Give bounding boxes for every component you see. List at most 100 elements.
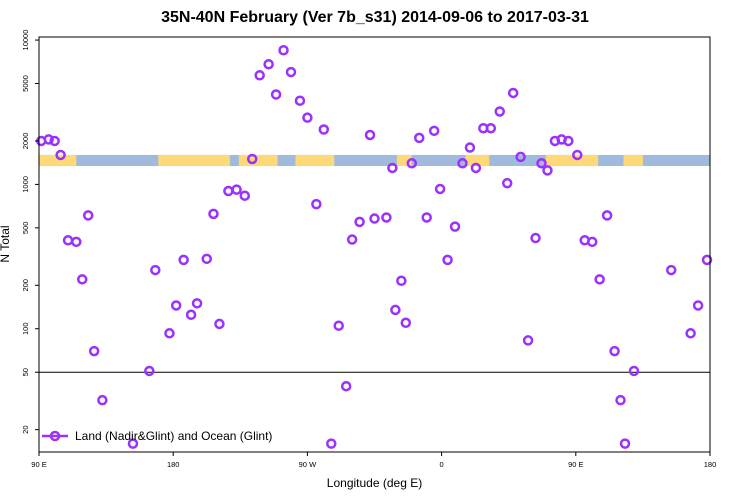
data-point <box>214 318 225 330</box>
data-point <box>246 153 258 165</box>
data-point <box>542 165 553 176</box>
data-point <box>594 274 605 285</box>
y-tick-label: 1000 <box>21 176 30 193</box>
data-point <box>692 300 704 311</box>
data-point <box>428 125 440 137</box>
data-point <box>434 183 446 195</box>
data-point <box>43 134 54 145</box>
x-axis-title: Longitude (deg E) <box>327 476 422 490</box>
x-tick-label: 90 W <box>299 460 317 469</box>
data-point <box>563 135 574 147</box>
data-point <box>97 394 108 406</box>
data-point <box>572 149 583 161</box>
x-tick-label: 180 <box>704 460 717 469</box>
data-point <box>239 190 251 201</box>
data-point <box>381 212 392 223</box>
data-point <box>628 365 640 377</box>
data-point <box>615 394 626 406</box>
data-point <box>413 132 425 144</box>
data-point <box>340 380 352 392</box>
y-axis: 20 50 100 200 500 1000 2000 5000 10000 <box>21 30 39 434</box>
data-point <box>263 58 274 70</box>
chart-title: 35N-40N February (Ver 7b_s31) 2014-09-06… <box>161 9 589 26</box>
data-point <box>536 158 547 169</box>
data-point <box>333 320 344 331</box>
data-point <box>278 44 289 56</box>
data-point <box>369 213 380 224</box>
data-point <box>294 95 306 106</box>
data-point <box>457 158 468 169</box>
legend: Land (Nadir&Glint) and Ocean (Glint) <box>42 429 272 443</box>
data-point <box>449 221 461 232</box>
data-point <box>354 216 365 228</box>
data-point <box>396 275 407 287</box>
plot-frame <box>38 36 711 453</box>
data-point <box>82 210 94 221</box>
x-tick-label: 90 E <box>568 460 583 469</box>
data-point <box>390 304 401 316</box>
band-land <box>295 154 335 167</box>
data-point <box>71 236 82 248</box>
data-point <box>470 162 482 174</box>
data-point <box>285 66 297 78</box>
data-point <box>494 106 506 117</box>
data-point <box>191 298 203 309</box>
data-point <box>270 89 282 100</box>
data-point <box>170 300 182 311</box>
y-tick-label: 200 <box>21 279 30 292</box>
data-point <box>406 158 418 169</box>
y-tick-label: 2000 <box>21 133 30 150</box>
band-land <box>623 154 643 167</box>
series-points <box>35 44 713 449</box>
data-point <box>586 236 598 248</box>
y-tick-label: 50 <box>21 368 30 376</box>
data-point <box>601 210 613 221</box>
data-point <box>387 162 398 174</box>
data-point <box>318 124 330 135</box>
x-tick-label: 0 <box>440 460 444 469</box>
data-point <box>346 234 358 245</box>
data-point <box>201 253 212 265</box>
data-point <box>501 177 513 189</box>
data-point <box>326 438 337 449</box>
data-point <box>311 198 322 210</box>
data-point <box>464 142 476 153</box>
data-point <box>530 232 541 244</box>
y-tick-label: 20 <box>21 425 30 433</box>
band-land <box>39 154 77 167</box>
data-point <box>665 264 677 276</box>
data-point <box>400 317 412 329</box>
data-point <box>302 112 313 123</box>
data-point <box>421 212 432 223</box>
data-point <box>208 208 219 220</box>
plot-background <box>39 37 710 452</box>
data-point <box>515 151 526 163</box>
data-point <box>609 345 620 357</box>
band-ocean <box>39 154 710 167</box>
data-point <box>55 149 66 161</box>
data-point <box>76 274 88 285</box>
legend-marker-swatch <box>49 430 61 442</box>
data-point <box>178 254 189 266</box>
data-point <box>522 335 534 346</box>
data-point <box>150 264 161 276</box>
x-tick-label: 90 E <box>31 460 46 469</box>
band-land <box>465 154 490 167</box>
data-point <box>144 365 155 377</box>
y-tick-label: 100 <box>21 322 30 335</box>
data-point <box>364 129 376 141</box>
band-land <box>545 154 599 167</box>
data-point <box>442 254 453 266</box>
x-axis: 90 E 180 90 W 0 90 E 180 <box>31 452 716 469</box>
y-tick-label: 5000 <box>21 75 30 92</box>
legend-label: Land (Nadir&Glint) and Ocean (Glint) <box>75 429 272 443</box>
band-land <box>238 154 278 167</box>
data-point <box>485 122 497 134</box>
land-ocean-band <box>39 154 710 167</box>
data-point <box>701 254 713 266</box>
band-land <box>158 154 230 167</box>
data-point <box>231 184 242 195</box>
data-point <box>507 87 519 99</box>
data-point <box>254 70 265 81</box>
